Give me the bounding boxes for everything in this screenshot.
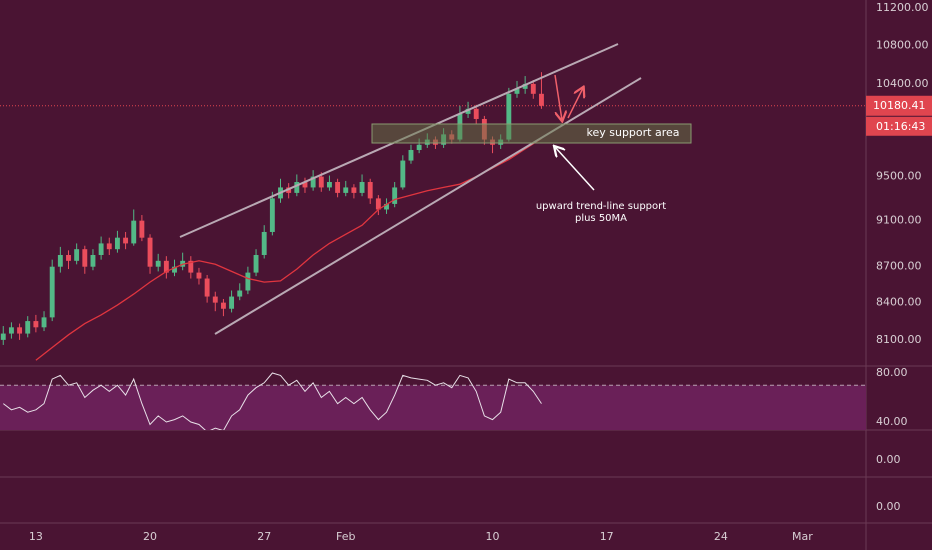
- x-tick-label: 10: [486, 530, 500, 543]
- candle-body: [74, 249, 80, 261]
- x-tick-label: 17: [600, 530, 614, 543]
- candle-body: [66, 254, 71, 261]
- candle-body: [506, 93, 512, 140]
- price-badge: [866, 95, 932, 116]
- price-label: 10180.41: [873, 99, 926, 112]
- candle-body: [310, 176, 316, 188]
- candle-body: [302, 182, 308, 188]
- candle-body: [253, 254, 259, 273]
- y-tick-label: 8700.00: [876, 260, 922, 273]
- candle-body: [530, 83, 536, 94]
- price-pane: [0, 72, 866, 361]
- candle-body: [57, 254, 63, 267]
- y-tick-label: 9500.00: [876, 170, 922, 183]
- candle-body: [261, 231, 267, 255]
- candle-body: [400, 160, 406, 188]
- candle-body: [163, 260, 169, 273]
- y-tick-label: 9100.00: [876, 214, 922, 227]
- candle-body: [172, 266, 177, 273]
- candle-body: [82, 249, 88, 267]
- candle-body: [229, 296, 235, 309]
- candle-body: [204, 278, 210, 297]
- candle-body: [375, 198, 381, 210]
- rsi-tick-label: 80.00: [876, 366, 908, 379]
- drawings: key support area upward trend-line suppo…: [179, 43, 692, 335]
- arrow: [555, 147, 595, 191]
- pane-label: 0.00: [876, 453, 901, 466]
- countdown-badge: [866, 116, 932, 136]
- rsi-tick-label: 40.00: [876, 415, 908, 428]
- candle-body: [123, 237, 129, 244]
- candle-body: [269, 198, 275, 232]
- candle-body: [522, 83, 528, 89]
- annotation: key support area: [586, 126, 679, 139]
- candle-body: [155, 260, 161, 267]
- candle-body: [196, 272, 202, 279]
- axes: 8100.00 8400.00 8700.00 9100.00 9500.00 10400…: [29, 1, 932, 543]
- candle-body: [49, 266, 55, 318]
- candle-body: [114, 237, 120, 250]
- candle-body: [245, 272, 251, 291]
- candle-body: [392, 187, 398, 204]
- x-tick-label: 13: [29, 530, 43, 543]
- x-tick-label: Feb: [336, 530, 355, 543]
- candle-body: [465, 108, 471, 114]
- candle-body: [212, 296, 218, 303]
- candle-body: [98, 243, 104, 255]
- candle-body: [384, 203, 389, 210]
- candle-body: [139, 220, 145, 238]
- candle-body: [326, 182, 332, 188]
- moving-average: [35, 137, 542, 361]
- candle-body: [220, 302, 226, 309]
- y-tick-label: 8100.00: [876, 333, 922, 346]
- rsi-band: [0, 385, 866, 430]
- y-tick-label: 11200.00: [876, 1, 929, 14]
- candle-body: [351, 187, 357, 193]
- candle-body: [416, 144, 422, 151]
- y-tick-label: 10800.00: [876, 38, 929, 51]
- y-tick-label: 8400.00: [876, 296, 922, 309]
- candle-body: [41, 317, 47, 328]
- pane-label: 0.00: [876, 500, 901, 513]
- support-zone: [371, 123, 692, 144]
- candle-body: [367, 182, 373, 199]
- arrow: [567, 88, 583, 119]
- candle-body: [473, 108, 479, 119]
- candle-body: [514, 88, 520, 94]
- candle-body: [8, 327, 14, 334]
- candle-body: [106, 243, 112, 250]
- x-tick-label: 20: [143, 530, 157, 543]
- candle-body: [335, 182, 341, 193]
- candle-body: [237, 290, 243, 297]
- candle-body: [90, 254, 96, 267]
- candle-body: [131, 220, 137, 244]
- candle-body: [294, 182, 300, 193]
- candle-body: [25, 321, 31, 334]
- x-tick-label: Mar: [792, 530, 813, 543]
- candle-body: [147, 237, 153, 267]
- candle-body: [359, 182, 365, 193]
- arrow: [554, 74, 562, 120]
- candle-body: [33, 321, 39, 328]
- candle-body: [408, 150, 414, 161]
- channel-lower: [214, 77, 642, 335]
- candle-body: [0, 333, 6, 340]
- annotation: plus 50MA: [575, 213, 627, 224]
- rsi-line: [2, 372, 542, 430]
- candle-body: [318, 176, 324, 188]
- x-tick-label: 24: [714, 530, 728, 543]
- candle-body: [188, 260, 194, 273]
- annotation: upward trend-line support: [536, 201, 666, 212]
- countdown-label: 01:16:43: [876, 120, 925, 133]
- candle-body: [539, 93, 544, 106]
- y-tick-label: 10400.00: [876, 77, 929, 90]
- candle-body: [343, 187, 349, 193]
- x-tick-label: 27: [257, 530, 271, 543]
- candle-body: [17, 327, 23, 334]
- rsi-pane: [0, 372, 866, 430]
